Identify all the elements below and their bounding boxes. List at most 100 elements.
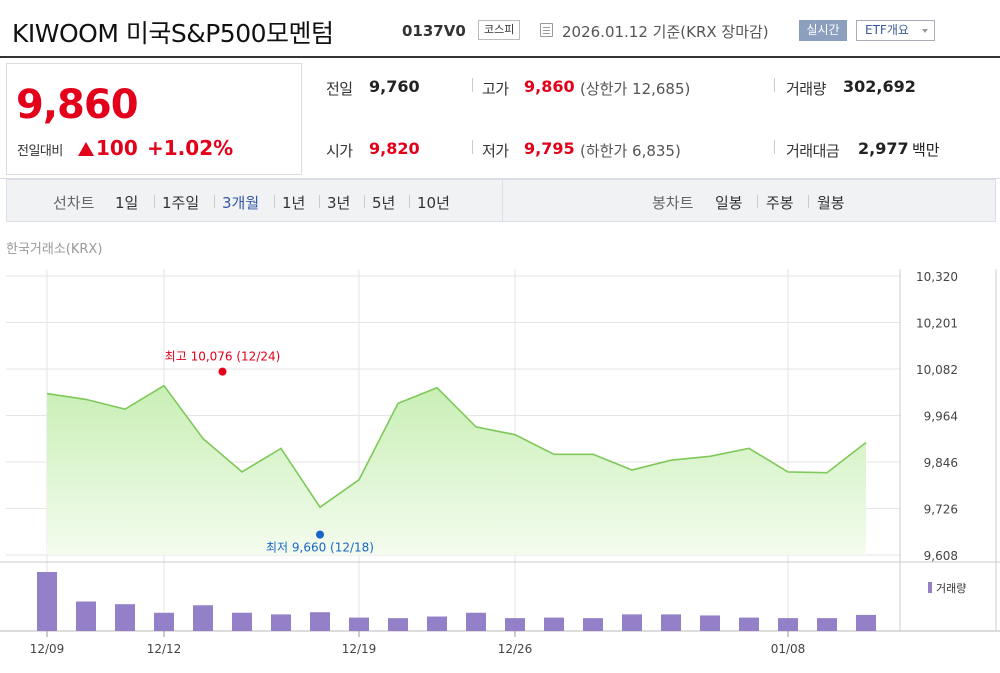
volume-bar xyxy=(778,618,798,631)
volume-bar xyxy=(700,615,720,631)
chart-source: 한국거래소(KRX) xyxy=(6,242,103,257)
tab-10y[interactable]: 10년 xyxy=(417,194,450,212)
stock-code: 0137V0 xyxy=(402,22,466,40)
divider xyxy=(472,78,473,92)
volume-bar xyxy=(622,614,642,631)
volume-legend-swatch xyxy=(928,582,932,593)
amount-value: 2,977 xyxy=(858,139,909,158)
divider xyxy=(757,195,758,208)
y-tick-label: 10,320 xyxy=(916,270,958,284)
calendar-icon xyxy=(540,23,553,37)
tab-5y[interactable]: 5년 xyxy=(372,194,396,212)
high-label: 고가 xyxy=(482,80,509,98)
candle-chart-label: 봉차트 xyxy=(652,194,694,212)
volume-value: 302,692 xyxy=(843,77,916,96)
divider xyxy=(774,140,775,154)
divider xyxy=(319,195,320,208)
lower-limit: (하한가 6,835) xyxy=(580,142,681,160)
etf-info-label: ETF개요 xyxy=(865,23,909,37)
y-tick-label: 10,082 xyxy=(916,363,958,377)
volume-bar xyxy=(232,612,252,631)
high-annotation: 최고 10,076 (12/24) xyxy=(165,350,281,364)
market-badge: 코스피 xyxy=(478,20,521,40)
high-marker xyxy=(218,367,227,376)
divider xyxy=(808,195,809,208)
chart-svg: 10,320 10,201 10,082 9,964 9,846 9,726 9,608 12… xyxy=(0,269,1000,656)
open-value: 9,820 xyxy=(369,139,420,158)
price-chart: 한국거래소(KRX) 10,320 10,201 10,082 9,964 9,846 9… xyxy=(0,224,1000,673)
amount-unit: 백만 xyxy=(912,141,940,159)
y-tick-label: 9,964 xyxy=(924,410,958,424)
divider xyxy=(472,140,473,154)
low-label: 저가 xyxy=(482,142,509,160)
volume-legend-label: 거래량 xyxy=(936,582,966,595)
change-amount: 100 xyxy=(96,136,138,160)
tab-daily[interactable]: 일봉 xyxy=(715,194,743,212)
volume-bar xyxy=(427,616,447,631)
upper-limit: (상한가 12,685) xyxy=(580,80,691,98)
volume-bar xyxy=(739,617,759,631)
y-tick-label: 9,608 xyxy=(924,549,958,563)
divider xyxy=(214,195,215,208)
price-area xyxy=(47,385,866,555)
realtime-button[interactable]: 실시간 xyxy=(799,20,847,41)
amount-label: 거래대금 xyxy=(786,142,840,160)
tab-3m[interactable]: 3개월 xyxy=(222,194,260,212)
volume-bar xyxy=(544,617,564,631)
line-chart-label: 선차트 xyxy=(53,194,95,212)
price-box: 9,860 전일대비 100 +1.02% xyxy=(6,63,302,175)
volume-bar xyxy=(661,614,681,631)
quote-summary: 9,860 전일대비 100 +1.02% 전일 9,760 시가 9,820 … xyxy=(0,58,1000,179)
volume-bar xyxy=(193,605,213,631)
chart-tabs: 선차트 1일 1주일 3개월 1년 3년 5년 10년 봉차트 일봉 주봉 월봉 xyxy=(6,179,996,222)
tab-1y[interactable]: 1년 xyxy=(282,194,306,212)
prev-close-value: 9,760 xyxy=(369,77,420,96)
etf-title: KIWOOM 미국S&P500모멘텀 xyxy=(12,19,334,48)
etf-info-dropdown[interactable]: ETF개요 xyxy=(856,20,935,41)
divider xyxy=(774,78,775,92)
y-tick-label: 9,846 xyxy=(924,456,958,470)
volume-bar xyxy=(154,612,174,631)
volume-bar xyxy=(115,604,135,631)
header-divider xyxy=(0,56,1000,58)
tab-1w[interactable]: 1주일 xyxy=(162,194,200,212)
volume-bar xyxy=(583,618,603,631)
current-price: 9,860 xyxy=(16,82,139,128)
change-percent: +1.02% xyxy=(147,136,234,160)
low-marker xyxy=(316,530,324,539)
volume-bar xyxy=(388,618,408,631)
prev-close-label: 전일 xyxy=(326,80,353,98)
up-triangle-icon xyxy=(78,142,94,156)
volume-bar xyxy=(349,617,369,631)
open-label: 시가 xyxy=(326,142,353,160)
tabs-divider xyxy=(502,180,503,221)
volume-bar xyxy=(76,601,96,631)
low-value: 9,795 xyxy=(524,139,575,158)
chevron-down-icon xyxy=(922,29,928,33)
divider xyxy=(274,195,275,208)
as-of-date: 2026.01.12 기준(KRX 장마감) xyxy=(562,23,769,41)
tab-weekly[interactable]: 주봉 xyxy=(766,194,794,212)
volume-bar xyxy=(505,618,525,631)
x-tick-label: 01/08 xyxy=(771,642,806,656)
volume-label: 거래량 xyxy=(786,80,826,98)
low-annotation: 최저 9,660 (12/18) xyxy=(266,541,374,555)
volume-bar xyxy=(271,614,291,631)
page-header: KIWOOM 미국S&P500모멘텀 0137V0 코스피 2026.01.12… xyxy=(0,0,1000,58)
price-line xyxy=(46,384,867,509)
volume-bar xyxy=(310,612,330,631)
divider xyxy=(154,195,155,208)
tab-3y[interactable]: 3년 xyxy=(327,194,351,212)
tab-monthly[interactable]: 월봉 xyxy=(817,194,845,212)
tab-1d[interactable]: 1일 xyxy=(115,194,139,212)
y-tick-label: 10,201 xyxy=(916,317,958,331)
change-label: 전일대비 xyxy=(17,144,63,159)
high-value: 9,860 xyxy=(524,77,575,96)
x-tick-label: 12/12 xyxy=(147,642,182,656)
divider xyxy=(409,195,410,208)
volume-bar xyxy=(817,618,837,631)
volume-bar xyxy=(856,614,876,631)
divider xyxy=(364,195,365,208)
volume-bar xyxy=(37,572,57,631)
x-tick-label: 12/26 xyxy=(498,642,533,656)
